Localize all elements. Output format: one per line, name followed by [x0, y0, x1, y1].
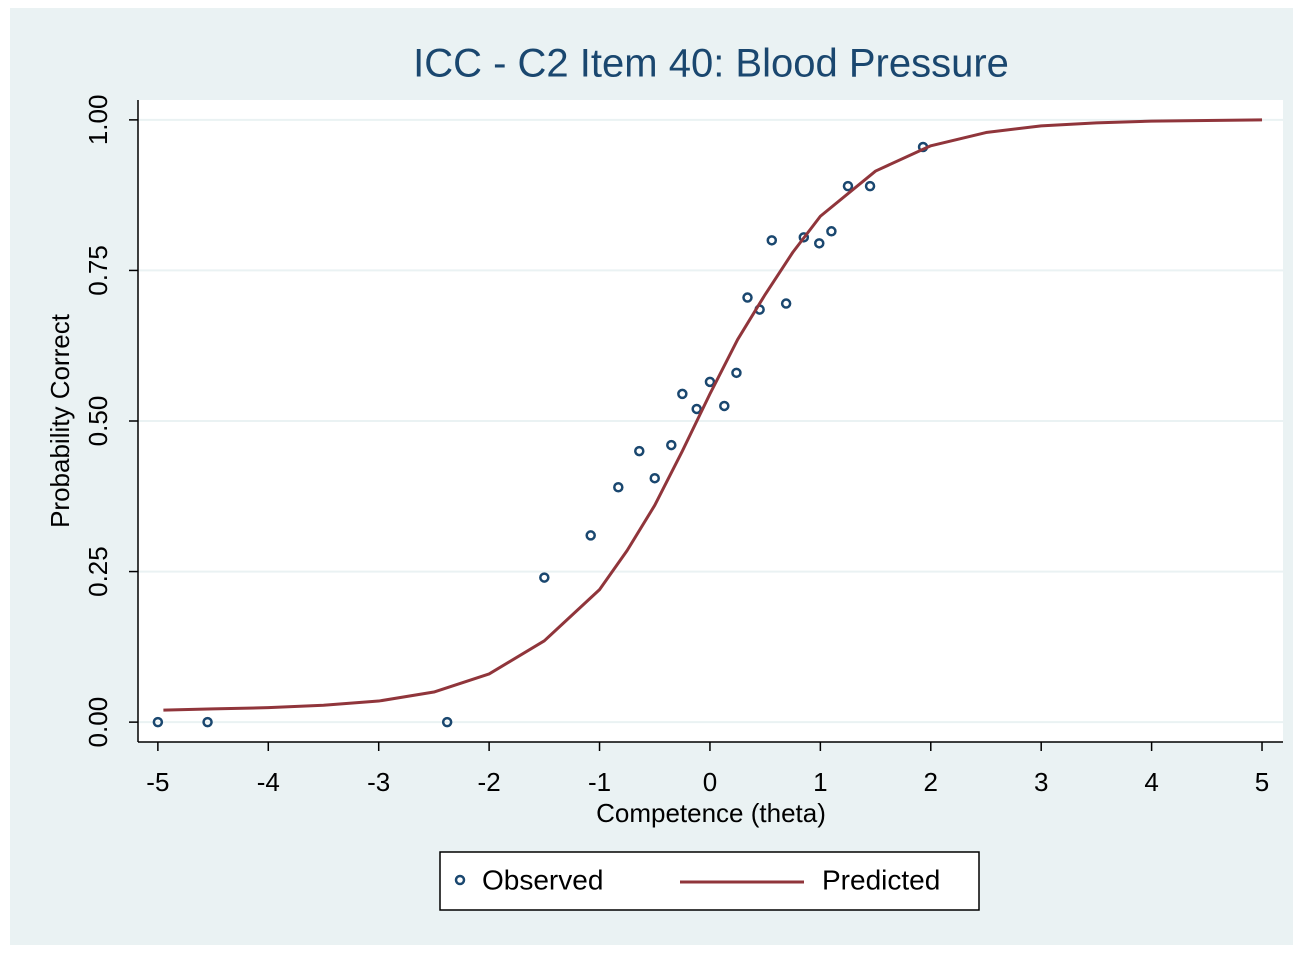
- y-tick-label: 1.00: [83, 95, 113, 146]
- y-tick-label: 0.00: [83, 697, 113, 748]
- observed-point: [634, 445, 645, 457]
- chart-title: ICC - C2 Item 40: Blood Pressure: [413, 42, 1009, 86]
- observed-point: [649, 472, 660, 484]
- observed-point: [539, 572, 550, 583]
- observed-point: [842, 180, 854, 192]
- observed-point: [202, 716, 213, 728]
- observed-point: [152, 716, 164, 728]
- observed-point: [666, 439, 677, 451]
- y-tick-label: 0.50: [83, 396, 113, 447]
- x-tick-label: -4: [257, 767, 280, 797]
- y-tick-label: 0.25: [83, 546, 113, 597]
- observed-point: [613, 481, 624, 493]
- observed-point: [731, 367, 742, 379]
- x-tick-label: 5: [1255, 767, 1269, 797]
- observed-point: [766, 235, 778, 246]
- x-tick-label: -5: [146, 767, 169, 797]
- x-tick-label: -2: [478, 767, 501, 797]
- legend-label: Predicted: [822, 864, 940, 895]
- x-tick-label: -1: [588, 767, 611, 797]
- legend-marker: [454, 874, 466, 886]
- observed-point: [780, 298, 792, 309]
- observed-point: [677, 388, 688, 400]
- legend-label: Observed: [482, 864, 603, 895]
- observed-point: [691, 403, 702, 415]
- x-tick-label: 0: [703, 767, 717, 797]
- observed-point: [826, 226, 837, 237]
- legend-box: [439, 851, 980, 911]
- x-tick-label: 4: [1144, 767, 1158, 797]
- observed-point: [441, 716, 453, 728]
- x-tick-label: 2: [924, 767, 938, 797]
- x-tick-label: -3: [367, 767, 390, 797]
- predicted-line: [163, 118, 1263, 712]
- observed-point: [742, 292, 753, 303]
- x-tick-label: 3: [1034, 767, 1048, 797]
- y-tick-label: 0.75: [83, 245, 113, 296]
- observed-point: [704, 376, 716, 388]
- observed-point: [585, 530, 596, 541]
- y-axis-label: Probability Correct: [45, 313, 75, 528]
- observed-point: [798, 232, 810, 243]
- observed-point: [719, 400, 730, 412]
- observed-point: [864, 180, 876, 192]
- observed-point: [814, 238, 825, 249]
- x-axis-label: Competence (theta): [596, 798, 826, 828]
- x-tick-label: 1: [813, 767, 827, 797]
